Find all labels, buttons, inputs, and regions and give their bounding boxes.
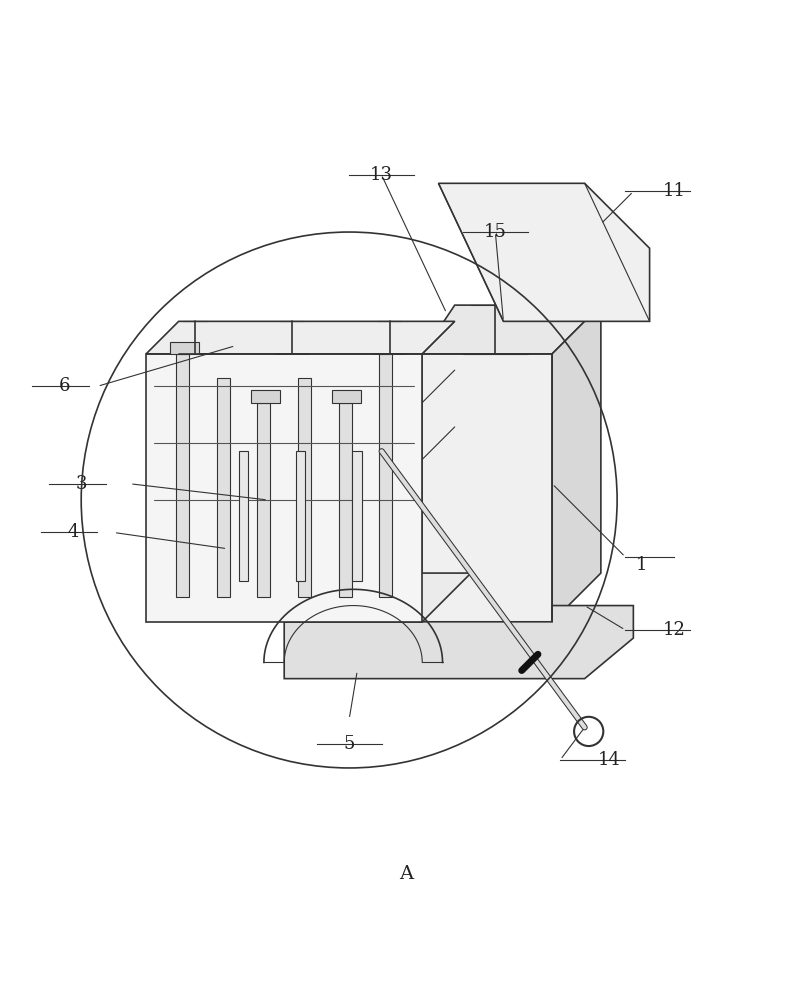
Polygon shape (251, 390, 280, 403)
Polygon shape (146, 354, 422, 622)
Text: 11: 11 (662, 182, 684, 200)
Polygon shape (551, 305, 600, 622)
Polygon shape (146, 321, 454, 354)
Polygon shape (298, 378, 311, 597)
Polygon shape (284, 606, 633, 679)
Polygon shape (238, 451, 248, 581)
Text: 15: 15 (483, 223, 506, 241)
Polygon shape (438, 183, 649, 321)
Polygon shape (352, 451, 362, 581)
Polygon shape (176, 354, 189, 597)
Polygon shape (284, 573, 470, 622)
Text: 12: 12 (662, 621, 684, 639)
Text: 1: 1 (635, 556, 646, 574)
Polygon shape (217, 378, 230, 597)
Polygon shape (257, 403, 270, 597)
Text: 5: 5 (343, 735, 354, 753)
Polygon shape (295, 451, 305, 581)
Text: 13: 13 (370, 166, 393, 184)
Polygon shape (422, 305, 600, 354)
Text: 14: 14 (597, 751, 620, 769)
Text: 6: 6 (59, 377, 71, 395)
Text: A: A (398, 865, 413, 883)
Polygon shape (338, 403, 351, 597)
Polygon shape (332, 390, 361, 403)
Polygon shape (169, 342, 199, 354)
Text: 3: 3 (75, 475, 87, 493)
Polygon shape (422, 354, 551, 622)
Polygon shape (379, 354, 392, 597)
Text: 4: 4 (67, 523, 79, 541)
